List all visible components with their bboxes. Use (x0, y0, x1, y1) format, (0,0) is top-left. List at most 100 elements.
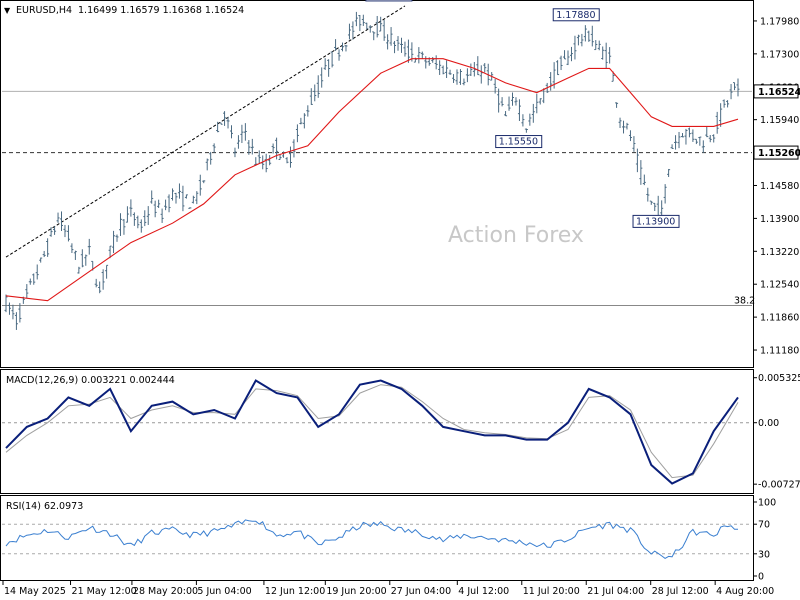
price-candle[interactable] (680, 133, 684, 138)
price-candle[interactable] (60, 211, 64, 231)
price-candle[interactable] (569, 46, 573, 62)
price-candle[interactable] (563, 50, 567, 60)
price-candle[interactable] (521, 114, 525, 127)
price-candle[interactable] (698, 136, 702, 146)
price-candle[interactable] (368, 25, 372, 33)
price-candle[interactable] (49, 227, 53, 237)
price-candle[interactable] (625, 122, 629, 130)
price-candle[interactable] (80, 249, 84, 268)
price-candle[interactable] (216, 121, 220, 133)
price-candle[interactable] (129, 199, 133, 217)
price-candle[interactable] (101, 269, 105, 290)
macd-main-line[interactable] (5, 379, 739, 485)
price-candle[interactable] (122, 219, 126, 235)
price-candle[interactable] (642, 174, 646, 186)
price-candle[interactable] (677, 131, 681, 149)
price-candle[interactable] (14, 312, 18, 330)
price-candle[interactable] (323, 58, 327, 70)
price-candle[interactable] (566, 50, 570, 66)
price-candle[interactable] (573, 35, 577, 60)
price-candle[interactable] (171, 188, 175, 201)
price-candle[interactable] (604, 42, 608, 69)
price-candle[interactable] (511, 92, 515, 106)
price-candle[interactable] (483, 63, 487, 73)
price-candle[interactable] (94, 278, 98, 288)
price-candle[interactable] (726, 100, 730, 108)
price-candle[interactable] (694, 138, 698, 145)
price-candle[interactable] (87, 238, 91, 255)
price-candle[interactable] (705, 126, 709, 138)
rsi-line[interactable] (5, 519, 738, 559)
price-candle[interactable] (132, 212, 136, 226)
price-candle[interactable] (628, 130, 632, 142)
price-candle[interactable] (452, 74, 456, 83)
price-candle[interactable] (583, 25, 587, 42)
price-candle[interactable] (531, 103, 535, 123)
price-candle[interactable] (73, 250, 77, 260)
price-candle[interactable] (257, 150, 261, 164)
price-candle[interactable] (25, 284, 29, 299)
price-candle[interactable] (302, 113, 306, 129)
price-candle[interactable] (146, 206, 150, 225)
price-candle[interactable] (77, 266, 81, 274)
price-candle[interactable] (382, 20, 386, 41)
price-candle[interactable] (497, 88, 501, 113)
price-candle[interactable] (622, 120, 626, 134)
price-candle[interactable] (663, 184, 667, 204)
price-candle[interactable] (150, 190, 154, 204)
price-candle[interactable] (344, 44, 348, 52)
price-candle[interactable] (330, 51, 334, 68)
price-candle[interactable] (493, 78, 497, 94)
price-candle[interactable] (53, 226, 57, 235)
price-candle[interactable] (667, 168, 671, 177)
price-candle[interactable] (309, 88, 313, 105)
price-candle[interactable] (205, 158, 209, 171)
price-candle[interactable] (653, 202, 657, 212)
price-candle[interactable] (4, 294, 8, 313)
moving-average-line[interactable] (5, 58, 739, 302)
price-candle[interactable] (507, 96, 511, 111)
price-candle[interactable] (115, 234, 119, 242)
price-candle[interactable] (313, 84, 317, 102)
price-candle[interactable] (535, 93, 539, 114)
collapse-triangle-icon[interactable]: ▼ (4, 6, 11, 15)
price-candle[interactable] (708, 135, 712, 143)
price-candle[interactable] (191, 195, 195, 204)
price-candle[interactable] (157, 199, 161, 209)
price-candle[interactable] (212, 143, 216, 153)
price-candle[interactable] (247, 140, 251, 155)
price-candle[interactable] (417, 47, 421, 64)
price-candle[interactable] (556, 60, 560, 76)
price-candle[interactable] (112, 230, 116, 254)
price-candle[interactable] (153, 200, 157, 218)
price-candle[interactable] (587, 30, 591, 42)
price-candle[interactable] (597, 40, 601, 51)
price-candle[interactable] (386, 34, 390, 50)
price-candle[interactable] (576, 34, 580, 46)
price-candle[interactable] (236, 135, 240, 149)
price-candle[interactable] (406, 39, 410, 63)
macd-signal-line[interactable] (5, 384, 739, 479)
price-candle[interactable] (434, 55, 438, 70)
price-candle[interactable] (354, 11, 358, 27)
price-candle[interactable] (202, 180, 206, 184)
price-candle[interactable] (438, 60, 442, 75)
price-candle[interactable] (174, 192, 178, 204)
price-candle[interactable] (393, 40, 397, 54)
price-candle[interactable] (139, 219, 143, 233)
price-candle[interactable] (594, 40, 598, 51)
price-candle[interactable] (687, 127, 691, 138)
price-candle[interactable] (476, 56, 480, 76)
price-candle[interactable] (198, 174, 202, 196)
price-candle[interactable] (35, 264, 39, 280)
price-candle[interactable] (729, 84, 733, 100)
price-candle[interactable] (125, 206, 129, 223)
price-candle[interactable] (39, 257, 43, 263)
price-candle[interactable] (472, 62, 476, 77)
price-candle[interactable] (504, 111, 508, 117)
price-candle[interactable] (580, 33, 584, 47)
price-candle[interactable] (295, 124, 299, 143)
price-panel[interactable] (0, 0, 754, 368)
price-candle[interactable] (7, 302, 11, 315)
price-candle[interactable] (712, 134, 716, 143)
